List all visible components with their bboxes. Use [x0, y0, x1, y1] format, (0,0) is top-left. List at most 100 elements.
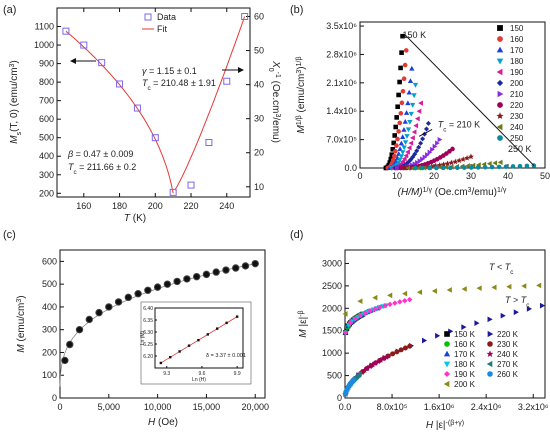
series-point [401, 127, 407, 132]
annotation-tc: Tc = 210 K [438, 119, 480, 133]
legend-label: 220 [510, 101, 524, 110]
series-point [500, 312, 506, 319]
y-tick-label-left: 200 [39, 188, 54, 198]
series-point [347, 320, 354, 326]
data-point [95, 308, 103, 317]
x-tick-label-part: ⁵ [404, 402, 408, 412]
x-axis-title-part: (H/M) [398, 187, 423, 198]
series-point [397, 120, 403, 126]
fit-curve [59, 262, 258, 387]
series-point [356, 371, 362, 377]
data-point [202, 270, 211, 279]
legend-label: 220 K [497, 330, 519, 339]
plot-frame [56, 7, 251, 198]
series-point [398, 111, 404, 116]
data-point [124, 293, 133, 302]
y-axis-title-part: M [298, 329, 309, 338]
x-tick-label: 40 [503, 171, 513, 181]
x-tick-label: 20 [429, 171, 439, 181]
legend-marker [487, 330, 494, 338]
series-point [434, 165, 439, 171]
inset-y-tick-label: 6.20 [143, 354, 153, 360]
inset-data-point [215, 327, 219, 330]
data-point [187, 181, 195, 189]
series-point [397, 157, 403, 163]
series-point [410, 135, 415, 141]
series-point [408, 111, 414, 117]
legend-label: 270 K [497, 360, 519, 369]
y-tick-label: 2500 [322, 281, 342, 291]
y-axis-title-left: Ms(T, 0) (emu/cm3) [9, 60, 23, 144]
x-tick-label: 10 [392, 171, 402, 181]
series-point [402, 345, 408, 351]
series-point [357, 312, 364, 319]
series-point [526, 306, 532, 312]
inset-x-tick-label: 9.3 [163, 371, 170, 377]
x-axis-title-part: (Oe.cm [432, 187, 468, 198]
series-point [395, 104, 400, 110]
annotation-below-tc-part: c [510, 269, 513, 276]
data-point [232, 264, 240, 272]
annotation-tc-chi: Tc = 210.48 ± 1.91 [142, 78, 216, 92]
y-tick-label-part: ⁶ [353, 106, 357, 116]
data-point [241, 262, 250, 270]
series-point [448, 165, 453, 171]
y-tick-label: 100 [42, 370, 57, 380]
series-point [491, 284, 497, 291]
panel-label-d: (d) [290, 229, 303, 241]
series-point [461, 324, 467, 330]
series-point [390, 157, 396, 163]
series-point [410, 102, 416, 108]
panel-label-b: (b) [290, 4, 303, 16]
y-tick-label-part: 7.0x10 [326, 135, 353, 145]
series-point [476, 285, 482, 292]
series-point [402, 297, 408, 304]
series-point [402, 140, 409, 145]
series-point [492, 160, 498, 166]
series-point [450, 146, 455, 152]
y-axis-title-part: |ε| [298, 317, 309, 329]
panel-label-a: (a) [3, 4, 16, 16]
series-point [408, 156, 414, 163]
y-axis-title: M |ε|-β [298, 310, 310, 337]
series-point [425, 120, 431, 126]
series-point [352, 315, 359, 322]
series-point [444, 151, 449, 156]
series-point [403, 48, 409, 53]
inset-data-point [159, 361, 163, 365]
y-tick-label-part: ⁶ [353, 78, 357, 88]
y-tick-label-part: 3.5x10 [326, 21, 353, 31]
series-point [407, 343, 413, 349]
data-point [105, 303, 113, 311]
legend-label: 170 [510, 46, 524, 55]
x-axis-title-part: (K) [130, 213, 146, 224]
panel-label-c: (c) [3, 229, 16, 241]
series-point [447, 149, 452, 154]
x-tick-label: 50 [540, 171, 550, 181]
series-point [393, 124, 398, 130]
series-point [401, 145, 407, 151]
annotation-150k: 150 K [403, 30, 427, 40]
x-axis-title-part: (Oe) [155, 417, 178, 428]
x-tick-label: 200 [148, 201, 163, 211]
series-point [409, 65, 415, 71]
series-point [416, 289, 423, 296]
series-point [393, 149, 398, 154]
annotation-tc-pointer [418, 129, 433, 137]
y-axis-title-part: M [16, 344, 27, 353]
y-tick-label-right: 50 [254, 46, 264, 56]
fit-curve-ms [65, 30, 174, 194]
legend-label: 190 K [454, 370, 476, 379]
series-point [420, 136, 426, 142]
series-point [416, 108, 422, 114]
data-point [183, 275, 191, 283]
legend-marker [496, 58, 504, 65]
series-point [446, 287, 452, 293]
series-point [377, 304, 383, 311]
legend-label: 230 K [497, 340, 519, 349]
y-axis-title-part: 1/β [296, 115, 303, 125]
y-tick-label-part: ⁶ [353, 21, 357, 31]
x-axis-title-part: 1/γ [423, 187, 433, 194]
y-tick-label-left: 500 [39, 133, 54, 143]
